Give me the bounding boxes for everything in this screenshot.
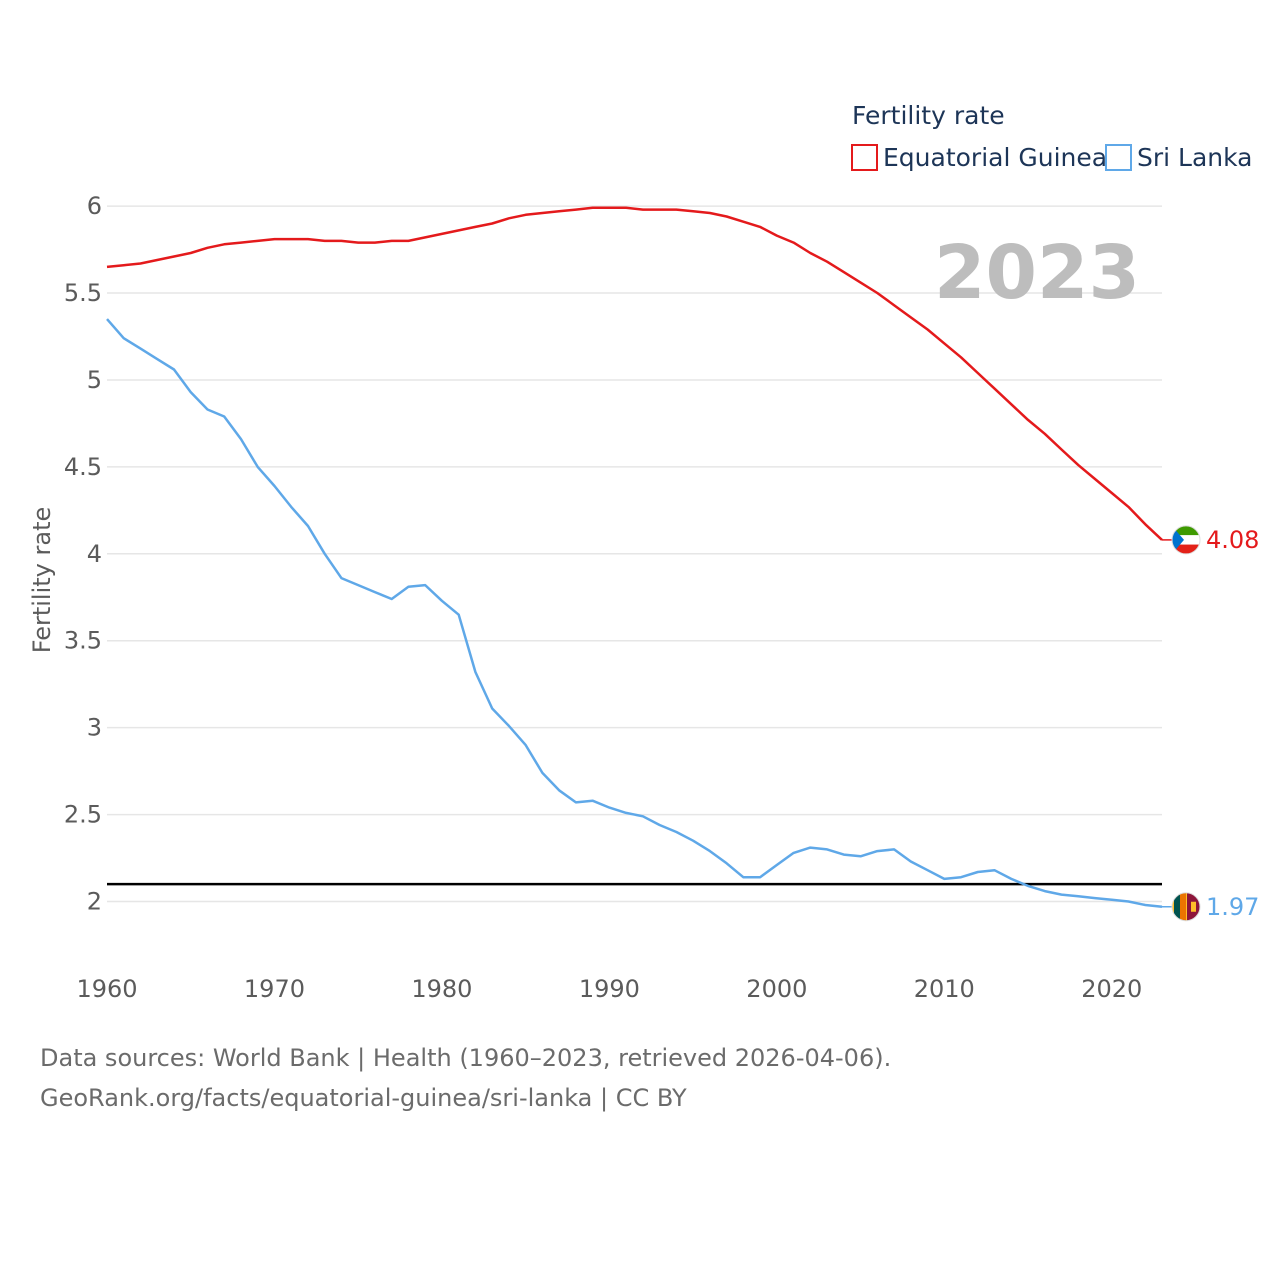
sri-lanka-flag-icon — [1171, 892, 1201, 922]
y-tick-label: 3.5 — [64, 627, 102, 655]
x-tick-label: 2020 — [1081, 975, 1142, 1003]
y-tick-label: 2.5 — [64, 801, 102, 829]
legend-swatch-equatorial-guinea — [851, 144, 878, 171]
footer-attribution[interactable]: GeoRank.org/facts/equatorial-guinea/sri-… — [40, 1084, 687, 1112]
y-tick-label: 4 — [87, 540, 102, 568]
series-lines — [106, 206, 1163, 909]
fertility-chart: 2 2.5 3 3.5 4 4.5 5 5.5 6 1960 1970 1980 1990 2000 20… — [28, 101, 1259, 1003]
series-line-sri-lanka[interactable] — [106, 318, 1163, 909]
x-tick-label: 1960 — [76, 975, 137, 1003]
gridlines — [107, 205, 1162, 903]
year-label: 2023 — [934, 230, 1140, 316]
x-tick-label: 1980 — [411, 975, 472, 1003]
y-axis-ticks: 2 2.5 3 3.5 4 4.5 5 5.5 6 — [64, 192, 102, 915]
end-value-label-sri-lanka: 1.97 — [1206, 893, 1259, 921]
legend[interactable]: Fertility rate Equatorial Guinea Sri Lan… — [851, 101, 1253, 172]
y-tick-label: 5.5 — [64, 279, 102, 307]
y-tick-label: 4.5 — [64, 453, 102, 481]
y-axis-title: Fertility rate — [28, 507, 56, 654]
x-tick-label: 1970 — [244, 975, 305, 1003]
x-tick-label: 2000 — [746, 975, 807, 1003]
x-axis-ticks: 1960 1970 1980 1990 2000 2010 2020 — [76, 975, 1142, 1003]
series-line-equatorial-guinea[interactable] — [106, 206, 1163, 541]
series-end-labels: 4.08 1.97 — [1162, 525, 1259, 922]
y-tick-label: 2 — [87, 888, 102, 916]
y-tick-label: 6 — [87, 192, 102, 220]
y-tick-label: 5 — [87, 366, 102, 394]
legend-swatch-sri-lanka — [1105, 144, 1132, 171]
legend-label-sri-lanka: Sri Lanka — [1137, 143, 1253, 172]
legend-label-equatorial-guinea: Equatorial Guinea — [883, 143, 1107, 172]
x-tick-label: 1990 — [579, 975, 640, 1003]
legend-item-sri-lanka[interactable]: Sri Lanka — [1105, 143, 1253, 172]
end-value-label-equatorial-guinea: 4.08 — [1206, 526, 1259, 554]
footer-sources: Data sources: World Bank | Health (1960–… — [40, 1044, 892, 1072]
x-tick-label: 2010 — [914, 975, 975, 1003]
legend-item-equatorial-guinea[interactable]: Equatorial Guinea — [851, 143, 1107, 172]
equatorial-guinea-flag-icon — [1171, 525, 1201, 555]
y-tick-label: 3 — [87, 714, 102, 742]
legend-title: Fertility rate — [852, 101, 1005, 130]
